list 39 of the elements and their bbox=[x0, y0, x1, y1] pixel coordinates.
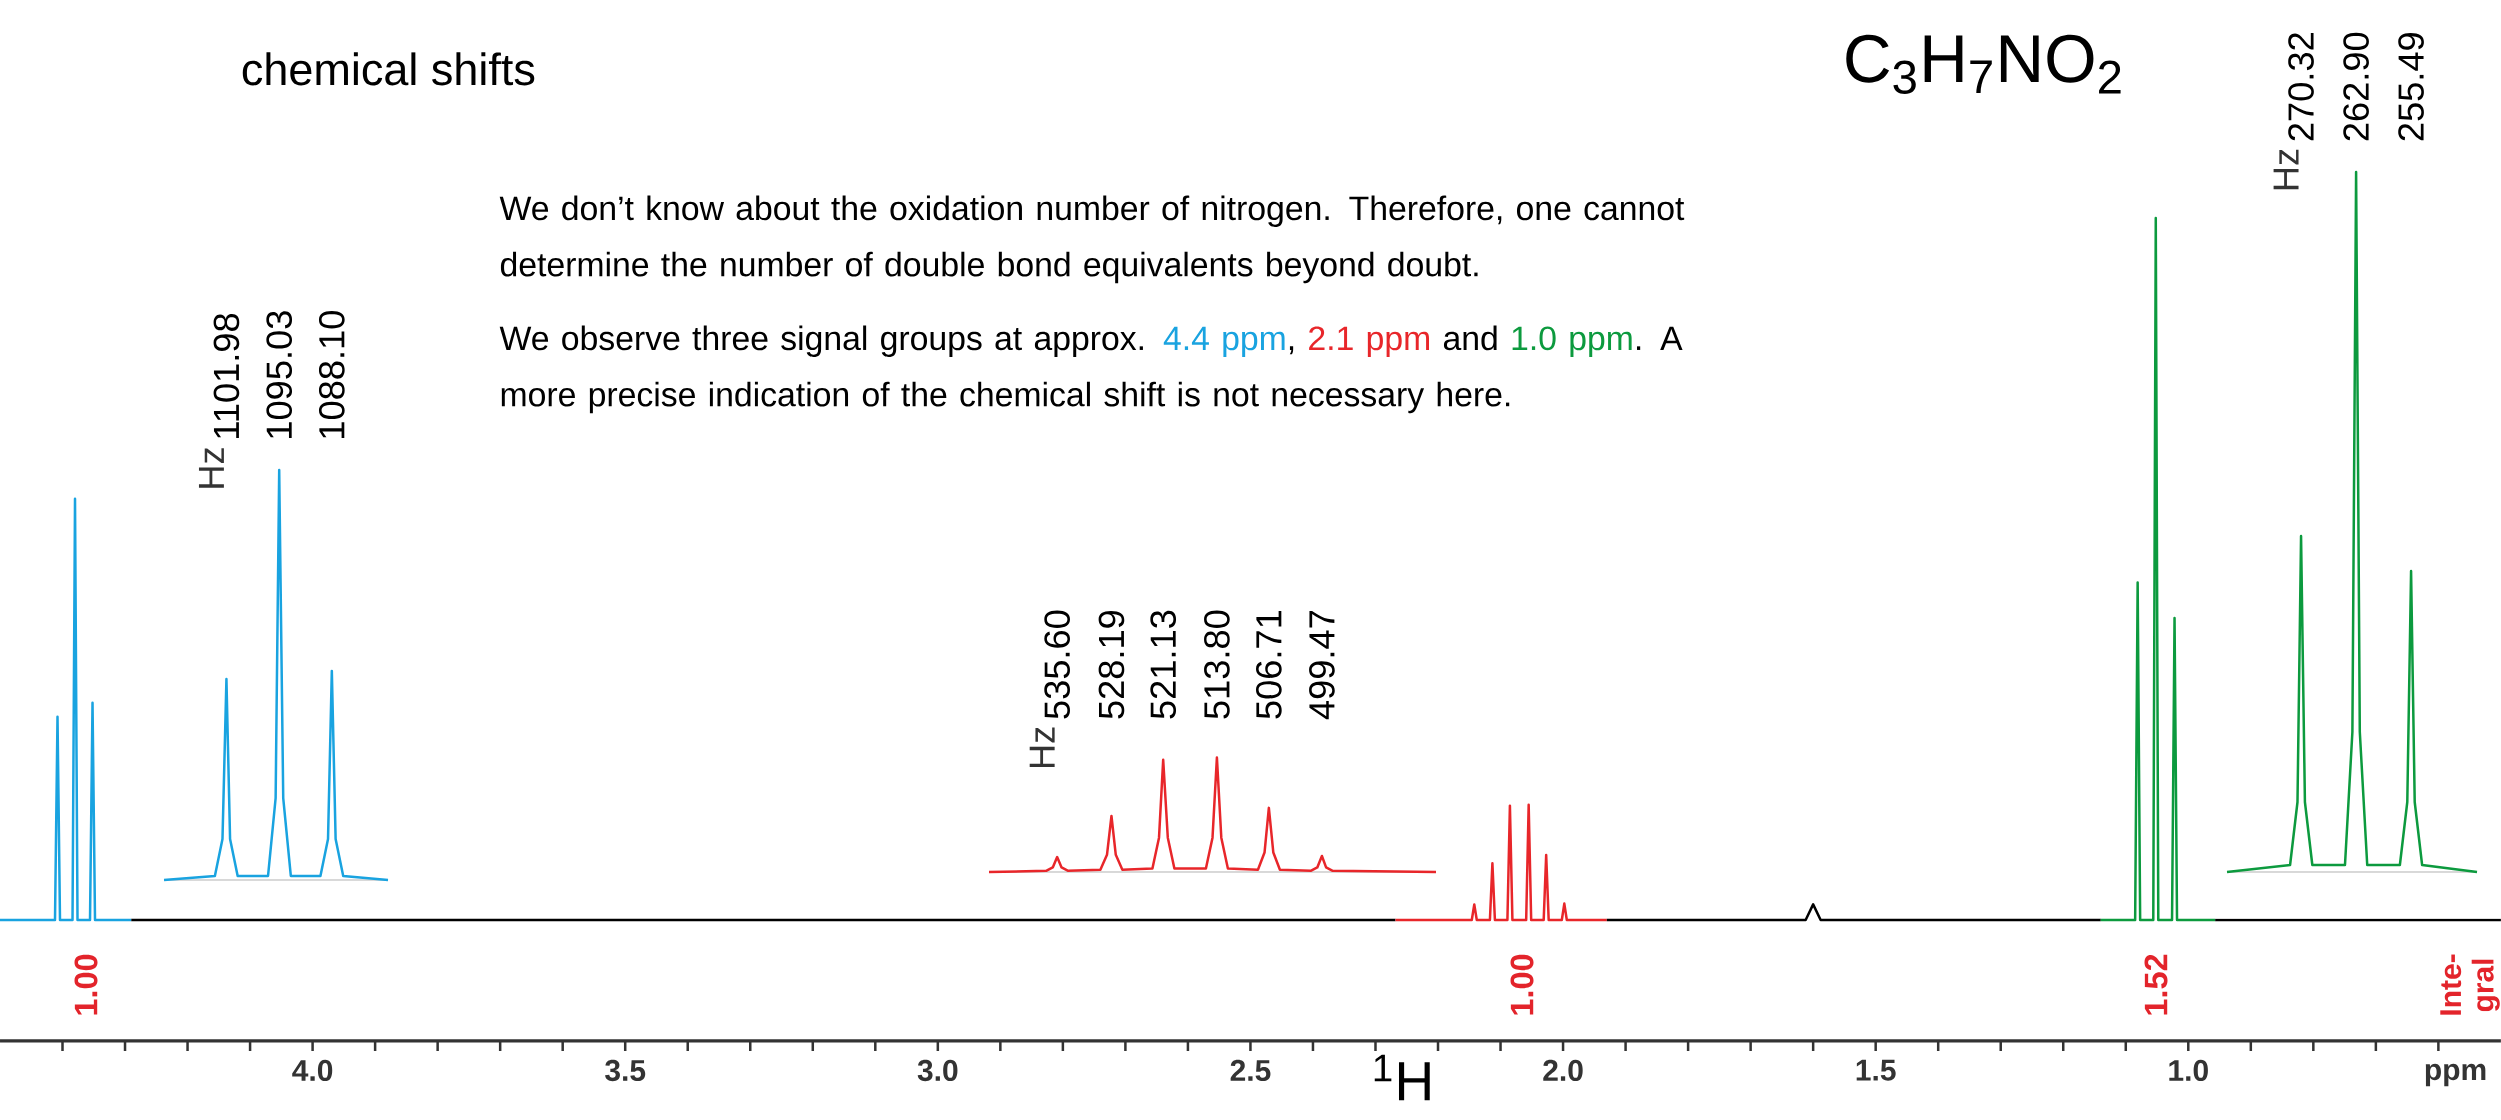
x-tick-label: 1095.03 bbox=[266, 311, 293, 438]
annotation: Hz bbox=[2273, 149, 2299, 190]
x-tick-label: 262.90 bbox=[2343, 32, 2369, 141]
x-tick-label: 270.32 bbox=[2288, 33, 2314, 141]
annotation: Inte-gral bbox=[2440, 954, 2500, 1015]
annotation: We observe three signal groups at approx. bbox=[499, 325, 1143, 357]
x-axis-title: $^{1}$H bbox=[1374, 1054, 1430, 1101]
x-tick-label: 3.0 bbox=[917, 1059, 958, 1082]
x-tick-label: 1.5 bbox=[1856, 1059, 1896, 1081]
x-tick-label: 506.71 bbox=[1256, 610, 1282, 719]
annotation: and bbox=[1443, 325, 1497, 351]
x-tick-label: 1101.98 bbox=[213, 313, 240, 438]
text: ppm bbox=[2425, 1063, 2486, 1087]
x-tick-label: 528.19 bbox=[1098, 610, 1125, 719]
text: C$_{3}$H$_{7}$NO$_{2}$ bbox=[1846, 34, 2121, 95]
annotation: 4.4 ppm bbox=[1163, 326, 1285, 357]
annotation: Hz bbox=[1029, 727, 1055, 768]
x-tick-label: 2.5 bbox=[1230, 1059, 1271, 1082]
annotation: 1.0 ppm bbox=[1512, 326, 1632, 357]
x-tick-label: 4.0 bbox=[292, 1059, 333, 1082]
annotation: , bbox=[1289, 346, 1294, 355]
text: more precise indication of the chemical shift is not necessary here. bbox=[501, 381, 1510, 414]
x-tick-label: 499.47 bbox=[1309, 611, 1335, 720]
x-tick-label: 1088.10 bbox=[318, 311, 345, 438]
annotation: 2.1 ppm bbox=[1309, 326, 1429, 357]
x-tick-label: 3.5 bbox=[605, 1059, 646, 1082]
annotation: 1.00 bbox=[1510, 954, 1534, 1015]
x-tick-label: 535.60 bbox=[1044, 610, 1070, 719]
annotation: Hz bbox=[198, 448, 224, 488]
annotation: 1.52 bbox=[2144, 954, 2168, 1015]
text: . A bbox=[1636, 326, 1683, 350]
x-tick-label: 2.0 bbox=[1543, 1059, 1583, 1082]
annotation: We don’t know about the oxidation number of nitrogen. Therefore, one cannot determine the number of double bond equivalents beyond doubt. bbox=[499, 195, 1685, 284]
x-tick-label: 513.80 bbox=[1204, 610, 1230, 719]
x-tick-label: 1.0 bbox=[2169, 1059, 2208, 1082]
annotation: 1.00 bbox=[74, 954, 98, 1015]
chart-title: chemical shifts bbox=[242, 52, 535, 86]
x-tick-label: 521.13 bbox=[1150, 610, 1177, 719]
x-tick-label: 255.49 bbox=[2398, 33, 2424, 141]
